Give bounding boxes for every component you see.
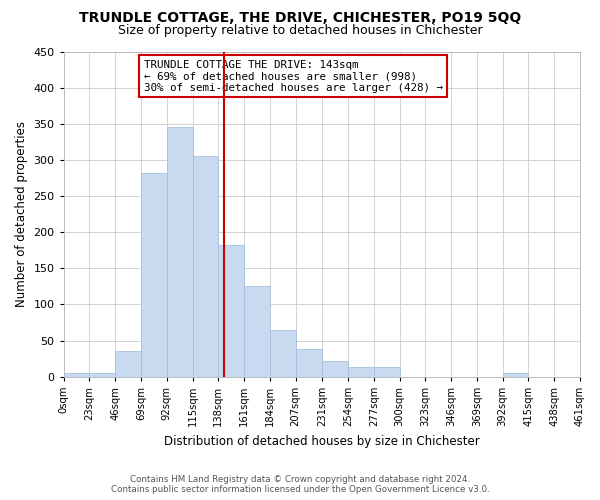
Bar xyxy=(167,128,193,377)
Bar xyxy=(89,373,115,377)
Text: TRUNDLE COTTAGE, THE DRIVE, CHICHESTER, PO19 5QQ: TRUNDLE COTTAGE, THE DRIVE, CHICHESTER, … xyxy=(79,11,521,25)
Bar xyxy=(193,156,218,377)
Bar xyxy=(503,373,529,377)
X-axis label: Distribution of detached houses by size in Chichester: Distribution of detached houses by size … xyxy=(164,434,480,448)
Text: Size of property relative to detached houses in Chichester: Size of property relative to detached ho… xyxy=(118,24,482,37)
Y-axis label: Number of detached properties: Number of detached properties xyxy=(15,121,28,307)
Bar xyxy=(141,173,167,377)
Text: Contains HM Land Registry data © Crown copyright and database right 2024.
Contai: Contains HM Land Registry data © Crown c… xyxy=(110,474,490,494)
Bar xyxy=(244,286,270,377)
Bar xyxy=(115,350,141,377)
Bar xyxy=(374,366,400,377)
Bar xyxy=(64,373,89,377)
Bar xyxy=(322,361,348,377)
Text: TRUNDLE COTTAGE THE DRIVE: 143sqm
← 69% of detached houses are smaller (998)
30%: TRUNDLE COTTAGE THE DRIVE: 143sqm ← 69% … xyxy=(144,60,443,93)
Bar xyxy=(296,350,322,377)
Bar xyxy=(218,245,244,377)
Bar xyxy=(270,330,296,377)
Bar xyxy=(348,366,374,377)
